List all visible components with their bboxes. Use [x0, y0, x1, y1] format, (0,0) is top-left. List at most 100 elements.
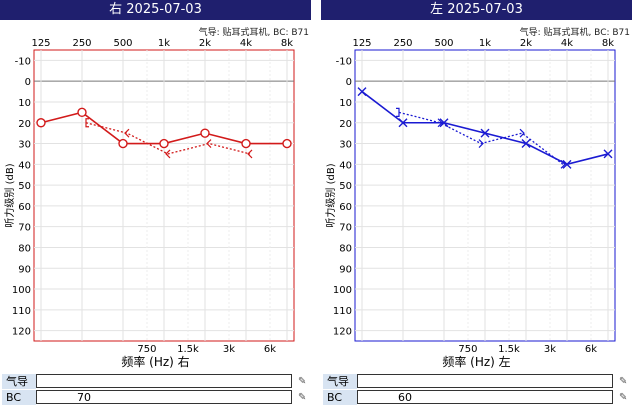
y-tick-label: 120 — [12, 327, 31, 338]
data-point — [398, 118, 408, 128]
y-tick-label: 110 — [12, 306, 31, 317]
y-axis-label: 听力级别 (dB) — [324, 163, 337, 227]
x-tick-label: 4k — [561, 38, 573, 49]
y-tick-label: 30 — [339, 140, 352, 151]
data-point — [519, 128, 525, 138]
row-label: 气导 — [2, 374, 36, 389]
y-tick-label: 60 — [339, 202, 352, 213]
y-tick-label: -10 — [336, 56, 352, 67]
panel-title: 左 2025-07-03 — [321, 0, 632, 20]
data-point — [159, 138, 169, 149]
x-tick-label: 1.5k — [498, 344, 520, 355]
y-tick-label: 10 — [339, 98, 352, 109]
data-point — [36, 118, 46, 128]
x-tick-label: 1k — [158, 38, 170, 49]
series-line — [398, 111, 564, 165]
panel-subtitle: 气导: 贴耳式耳机, BC: B71 — [198, 28, 309, 38]
air-value-field[interactable] — [36, 374, 292, 388]
right-ear-panel: 右 2025-07-03 气导: 贴耳式耳机, BC: B71 -10 0 10 20… — [0, 0, 311, 410]
x-axis-label: 频率 (Hz) 左 — [442, 355, 511, 369]
data-point — [603, 149, 613, 159]
y-tick-label: 120 — [333, 327, 352, 338]
y-tick-label: 30 — [18, 140, 31, 151]
data-point — [480, 128, 490, 138]
air-value-field[interactable] — [357, 374, 613, 388]
x-tick-label: 250 — [393, 38, 412, 49]
x-tick-label: 2k — [520, 38, 532, 49]
y-tick-label: 0 — [25, 77, 31, 88]
y-tick-label: 80 — [339, 243, 352, 254]
y-tick-label: 100 — [12, 285, 31, 296]
y-tick-label: 70 — [18, 223, 31, 234]
y-tick-label: 60 — [18, 202, 31, 213]
row-label: BC — [323, 390, 357, 405]
data-point — [206, 139, 212, 148]
x-tick-label: 1k — [479, 38, 491, 49]
edit-icon[interactable]: ✎ — [298, 376, 307, 387]
x-tick-label: 125 — [352, 38, 371, 49]
table-row-air: 气导 ✎ — [323, 374, 627, 390]
y-tick-label: 70 — [339, 223, 352, 234]
row-label: BC — [2, 390, 36, 405]
y-tick-label: 50 — [18, 181, 31, 192]
y-tick-label: 90 — [18, 264, 31, 275]
bc-value-field[interactable]: 70 — [36, 390, 292, 404]
x-tick-label: 2k — [199, 38, 211, 49]
data-point — [396, 107, 400, 117]
data-point — [165, 149, 171, 159]
y-tick-label: 80 — [18, 243, 31, 254]
threshold-table: 气导 ✎ BC 70 ✎ — [2, 374, 306, 406]
x-tick-label: 3k — [223, 344, 235, 355]
data-point — [282, 138, 292, 149]
row-label: 气导 — [323, 374, 357, 389]
y-tick-label: 20 — [339, 119, 352, 130]
x-tick-label: 750 — [458, 344, 477, 355]
data-point — [118, 138, 128, 149]
table-row-bc: BC 60 ✎ — [323, 390, 627, 406]
y-tick-label: 20 — [18, 119, 31, 130]
y-tick-label: -10 — [15, 56, 31, 67]
x-tick-label: 6k — [585, 344, 597, 355]
x-tick-label: 4k — [240, 38, 252, 49]
data-point — [247, 149, 253, 159]
right-ear-audiogram: -10 0 10 20 30 40 50 60 70 80 90 100 110 120 125 250 500… — [3, 38, 295, 355]
data-point — [521, 139, 531, 149]
x-axis-label: 频率 (Hz) 右 — [121, 355, 190, 369]
data-point — [357, 87, 367, 97]
y-tick-label: 100 — [333, 285, 352, 296]
y-tick-label: 40 — [339, 160, 352, 171]
panel-subtitle: 气导: 贴耳式耳机, BC: B71 — [519, 28, 630, 38]
x-tick-label: 125 — [31, 38, 50, 49]
data-point — [560, 159, 566, 169]
x-tick-label: 8k — [602, 38, 614, 49]
edit-icon[interactable]: ✎ — [619, 392, 628, 403]
table-row-bc: BC 70 ✎ — [2, 390, 306, 406]
x-tick-label: 250 — [72, 38, 91, 49]
left-ear-audiogram: -10 0 10 20 30 40 50 60 70 80 90 100 110 120 125 250 500… — [324, 38, 616, 355]
data-point — [478, 139, 484, 148]
y-tick-label: 10 — [18, 98, 31, 109]
x-tick-label: 6k — [264, 344, 276, 355]
y-tick-label: 0 — [346, 77, 352, 88]
x-tick-label: 1.5k — [177, 344, 199, 355]
x-tick-label: 750 — [137, 344, 156, 355]
data-point — [124, 128, 130, 138]
x-tick-label: 500 — [434, 38, 453, 49]
data-point — [200, 128, 210, 138]
y-axis-label: 听力级别 (dB) — [3, 163, 16, 227]
data-point — [562, 159, 572, 169]
table-row-air: 气导 ✎ — [2, 374, 306, 390]
edit-icon[interactable]: ✎ — [619, 376, 628, 387]
threshold-table: 气导 ✎ BC 60 ✎ — [323, 374, 627, 406]
y-tick-label: 110 — [333, 306, 352, 317]
x-tick-label: 3k — [544, 344, 556, 355]
panel-title: 右 2025-07-03 — [0, 0, 311, 20]
y-tick-label: 50 — [339, 181, 352, 192]
data-point — [437, 118, 443, 128]
left-ear-panel: 左 2025-07-03 气导: 贴耳式耳机, BC: B71 -10 0 10 20… — [321, 0, 632, 410]
y-tick-label: 40 — [18, 160, 31, 171]
x-tick-label: 8k — [281, 38, 293, 49]
edit-icon[interactable]: ✎ — [298, 392, 307, 403]
data-point — [241, 138, 251, 149]
bc-value-field[interactable]: 60 — [357, 390, 613, 404]
